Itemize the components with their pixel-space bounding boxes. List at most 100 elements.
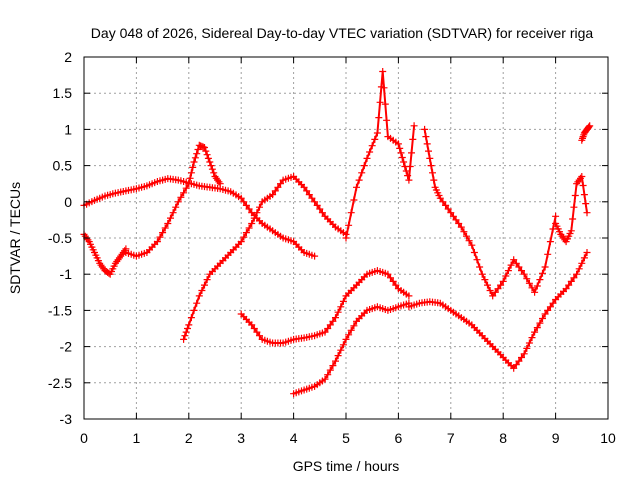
data-point	[575, 265, 583, 273]
data-point	[311, 252, 319, 260]
data-point	[470, 249, 478, 256]
data-point	[515, 357, 523, 365]
chart-title: Day 048 of 2026, Sidereal Day-to-day VTE…	[91, 25, 594, 41]
data-point	[169, 209, 177, 217]
data-point	[484, 281, 491, 289]
data-point	[473, 256, 481, 264]
data-point	[536, 276, 544, 284]
y-tick-label: -3	[60, 411, 73, 427]
data-point	[366, 148, 374, 156]
data-point	[329, 362, 337, 370]
x-tick-label: 9	[552, 430, 560, 446]
series-trace	[345, 70, 416, 239]
data-point	[375, 114, 383, 122]
data-point	[497, 281, 505, 289]
data-point	[546, 303, 554, 311]
data-point	[248, 321, 256, 329]
data-point	[363, 154, 371, 162]
y-tick-label: 0	[64, 194, 72, 210]
data-point	[360, 162, 368, 170]
data-point	[565, 281, 573, 289]
series-sat-b	[80, 230, 130, 278]
data-point	[248, 220, 256, 227]
data-point	[237, 238, 245, 246]
data-point	[202, 147, 210, 155]
data-point	[422, 133, 430, 141]
data-point	[573, 270, 581, 278]
data-point	[371, 135, 379, 143]
data-point	[345, 221, 353, 229]
data-point	[402, 167, 410, 175]
x-tick-label: 4	[290, 430, 298, 446]
data-point	[455, 220, 463, 227]
data-point	[198, 287, 206, 294]
axis-ticks	[83, 56, 609, 420]
data-point	[153, 238, 161, 246]
data-point	[398, 154, 406, 161]
data-point	[392, 281, 400, 289]
series-trace	[292, 302, 410, 395]
data-point	[512, 259, 520, 267]
data-point	[167, 214, 174, 222]
data-point	[430, 176, 438, 184]
data-point	[578, 173, 586, 180]
data-point	[201, 144, 208, 151]
data-point	[185, 321, 193, 329]
data-point	[347, 326, 355, 334]
data-point	[256, 203, 263, 211]
data-point	[193, 150, 201, 158]
data-point	[400, 158, 408, 166]
data-point	[311, 198, 319, 206]
data-point	[303, 187, 311, 195]
data-point	[384, 270, 392, 278]
data-point	[409, 135, 417, 143]
data-point	[579, 182, 587, 189]
data-point	[240, 198, 248, 206]
data-point	[580, 191, 588, 199]
data-point	[507, 261, 515, 269]
data-point	[334, 308, 342, 316]
x-tick-label: 7	[447, 430, 455, 446]
x-tick-label: 2	[185, 430, 193, 446]
data-point	[337, 303, 345, 311]
x-axis-label: GPS time / hours	[293, 458, 400, 474]
data-point	[520, 270, 528, 278]
data-point	[583, 249, 591, 256]
data-point	[586, 122, 594, 130]
data-point	[567, 277, 575, 285]
data-point	[353, 183, 360, 191]
data-point	[245, 224, 253, 232]
series-sat-c	[122, 141, 224, 260]
data-point	[404, 172, 412, 180]
data-point	[486, 287, 494, 294]
data-point	[332, 357, 339, 365]
data-point	[186, 174, 194, 182]
data-point	[539, 269, 546, 277]
data-point	[499, 277, 507, 285]
grid	[84, 57, 608, 419]
series-trace	[124, 144, 222, 258]
series-sat-k	[578, 122, 594, 144]
data-point	[324, 325, 332, 332]
data-point	[468, 241, 476, 249]
data-point	[449, 212, 457, 220]
data-point	[531, 288, 539, 296]
data-point	[355, 176, 363, 184]
data-point	[256, 332, 263, 340]
data-point	[316, 205, 324, 213]
data-point	[528, 334, 536, 342]
data-point	[271, 187, 279, 195]
data-point	[350, 196, 358, 204]
data-point	[321, 375, 329, 383]
data-point	[421, 125, 429, 133]
data-point	[528, 284, 536, 292]
data-point	[159, 229, 167, 237]
y-tick-label: -1	[60, 266, 73, 282]
data-point	[523, 344, 531, 352]
data-point	[274, 183, 282, 191]
series-sat-j	[552, 173, 591, 246]
data-point	[515, 263, 523, 271]
data-point	[510, 364, 518, 372]
y-axis-label: SDTVAR / TECUs	[7, 182, 23, 294]
data-point	[447, 209, 455, 217]
